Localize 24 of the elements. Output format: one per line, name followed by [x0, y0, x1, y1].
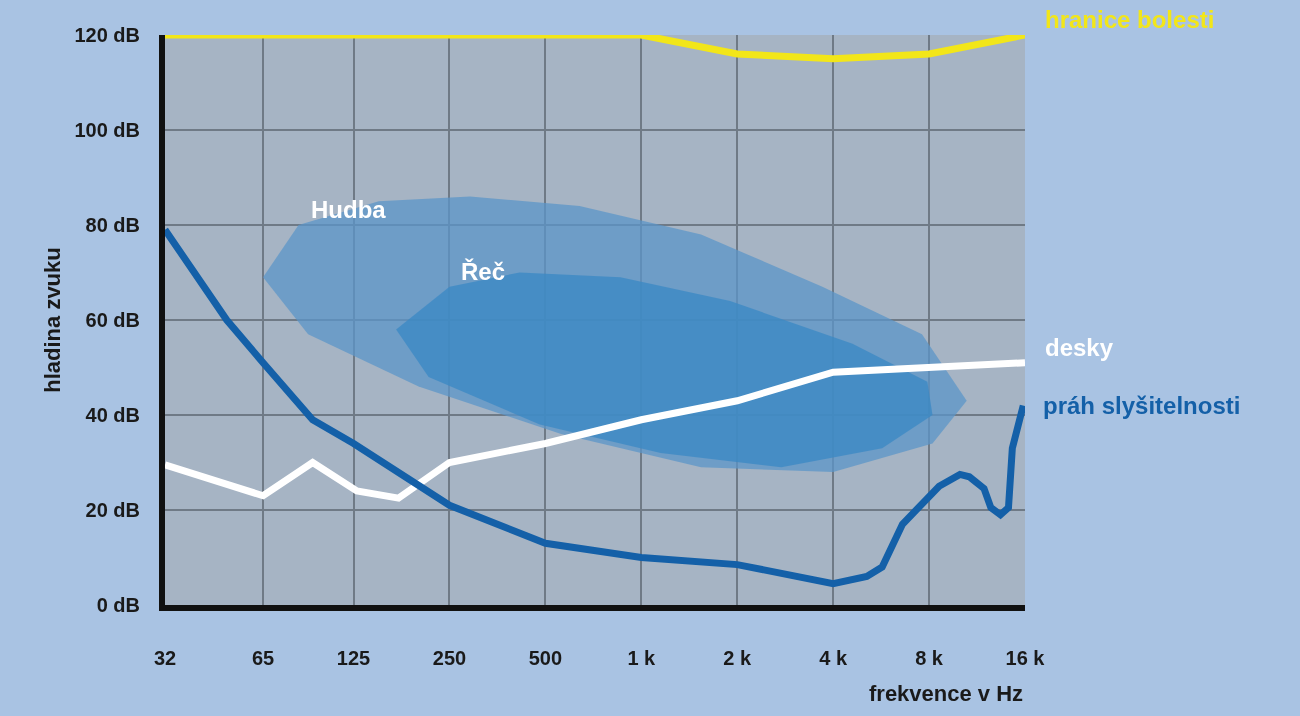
x-tick-label: 125	[336, 647, 371, 669]
y-axis-title: hladina zvuku	[39, 247, 65, 393]
y-tick-label: 80 dB	[85, 214, 140, 236]
x-tick-label: 2 k	[723, 647, 753, 669]
series-label: práh slyšitelnosti	[1043, 392, 1241, 419]
y-tick-label: 20 dB	[85, 499, 140, 521]
x-tick-label: 250	[432, 647, 467, 669]
x-tick-label: 65	[251, 647, 275, 669]
y-tick-label: 60 dB	[85, 309, 140, 331]
x-tick-label: 1 k	[627, 647, 657, 669]
x-tick-label: 4 k	[819, 647, 848, 669]
series-label: Hudba	[311, 196, 387, 223]
series-label: desky	[1045, 334, 1114, 361]
x-tick-label: 500	[528, 647, 563, 669]
x-tick-label: 16 k	[1005, 647, 1046, 669]
y-tick-label: 0 dB	[96, 594, 140, 616]
series-label: hranice bolesti	[1045, 6, 1215, 33]
x-axis-title: frekvence v Hz	[869, 681, 1024, 706]
y-tick-label: 120 dB	[74, 24, 140, 46]
series-label: Řeč	[461, 258, 506, 285]
x-tick-label: 8 k	[915, 647, 944, 669]
x-tick-label: 32	[153, 647, 177, 669]
y-tick-label: 100 dB	[74, 119, 140, 141]
y-tick-label: 40 dB	[85, 404, 140, 426]
